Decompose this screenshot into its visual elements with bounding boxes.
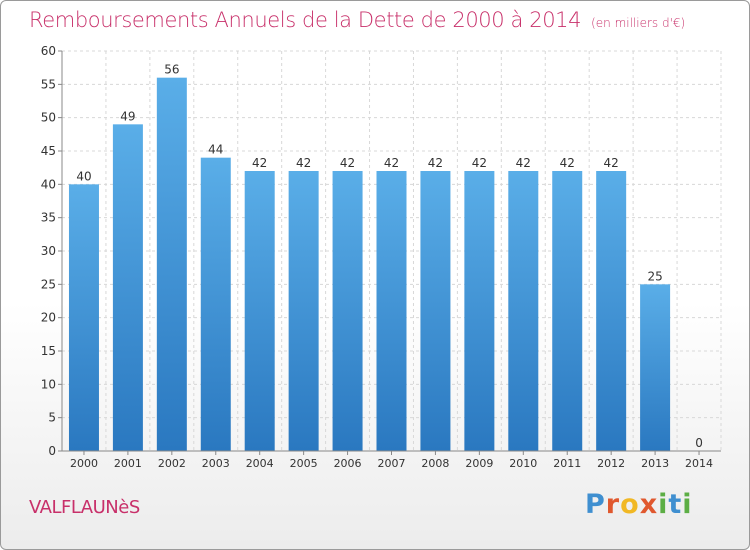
bar [200, 157, 231, 451]
labels: 0 5 10 15 20 25 30 35 40 45 50 55 60 40 2000 49 2001 56 20… [41, 44, 713, 470]
data-label: 40 [76, 169, 91, 183]
logo-letter: i [682, 489, 693, 520]
logo-letter: r [605, 489, 621, 520]
bar [332, 171, 363, 451]
data-label: 25 [647, 269, 662, 283]
bar [112, 124, 143, 451]
y-tick-label: 60 [41, 44, 56, 58]
logo-letter: i [658, 489, 669, 520]
axes [58, 50, 721, 455]
y-tick-label: 30 [41, 244, 56, 258]
y-tick-label: 25 [41, 277, 56, 291]
data-label: 42 [516, 156, 531, 170]
bar [596, 171, 627, 451]
data-label: 42 [428, 156, 443, 170]
bar [420, 171, 451, 451]
x-tick-label: 2000 [70, 457, 98, 470]
data-label: 42 [472, 156, 487, 170]
data-label: 49 [120, 109, 135, 123]
data-label: 44 [208, 143, 223, 157]
x-tick-label: 2003 [202, 457, 230, 470]
x-tick-label: 2002 [158, 457, 186, 470]
y-tick-label: 15 [41, 344, 56, 358]
commune-name: VALFLAUNèS [29, 497, 140, 518]
y-tick-label: 5 [48, 411, 56, 425]
proxiti-logo: Proxiti [585, 489, 693, 520]
y-tick-label: 55 [41, 77, 56, 91]
data-label: 0 [695, 436, 703, 450]
chart-title: Remboursements Annuels de la Dette de 20… [29, 8, 685, 32]
bar [244, 171, 275, 451]
logo-letter: t [668, 489, 683, 520]
bar [68, 184, 99, 452]
x-tick-label: 2006 [334, 457, 362, 470]
y-tick-label: 45 [41, 144, 56, 158]
x-tick-label: 2007 [378, 457, 406, 470]
logo-letter: P [585, 489, 606, 520]
data-label: 56 [164, 63, 179, 77]
bar [508, 171, 539, 451]
x-tick-label: 2009 [465, 457, 493, 470]
y-tick-label: 40 [41, 177, 56, 191]
data-label: 42 [384, 156, 399, 170]
y-tick-label: 20 [41, 311, 56, 325]
bar [288, 171, 319, 451]
logo-letter: o [620, 489, 640, 520]
y-tick-label: 0 [48, 444, 56, 458]
data-label: 42 [296, 156, 311, 170]
bar [464, 171, 495, 451]
chart-unit: (en milliers d'€) [591, 16, 686, 30]
data-label: 42 [560, 156, 575, 170]
x-tick-label: 2012 [597, 457, 625, 470]
bar [156, 77, 187, 452]
bar [640, 284, 671, 451]
x-tick-label: 2010 [509, 457, 537, 470]
x-tick-label: 2014 [685, 457, 713, 470]
bar [552, 171, 583, 451]
y-tick-label: 35 [41, 211, 56, 225]
bars [68, 77, 671, 452]
x-tick-label: 2001 [114, 457, 142, 470]
data-label: 42 [340, 156, 355, 170]
bar [376, 171, 407, 451]
x-tick-label: 2004 [246, 457, 274, 470]
y-tick-label: 50 [41, 111, 56, 125]
logo-letter: x [639, 489, 659, 520]
x-tick-label: 2005 [290, 457, 318, 470]
x-tick-label: 2011 [553, 457, 581, 470]
data-label: 42 [604, 156, 619, 170]
chart-title-text: Remboursements Annuels de la Dette de 20… [29, 8, 582, 32]
x-tick-label: 2008 [421, 457, 449, 470]
x-tick-label: 2013 [641, 457, 669, 470]
data-label: 42 [252, 156, 267, 170]
y-tick-label: 10 [41, 377, 56, 391]
